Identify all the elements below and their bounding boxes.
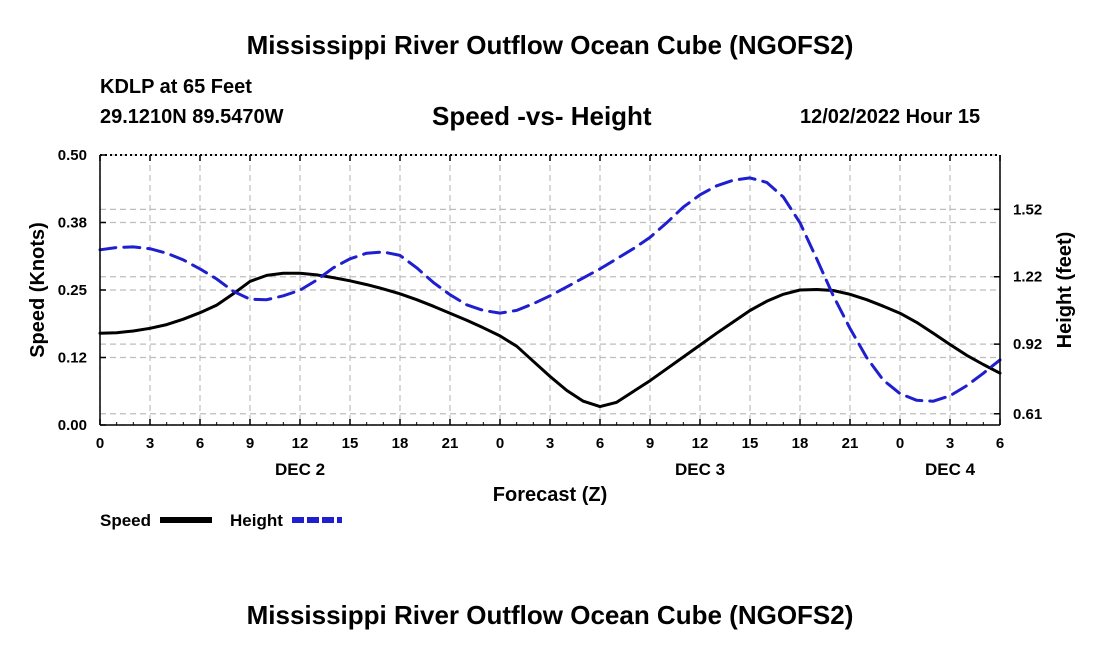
y-tick-label: 0.25: [58, 282, 87, 299]
x-tick-label: 18: [792, 435, 809, 452]
day-label: DEC 4: [925, 460, 976, 479]
series-line-speed: [98, 271, 1002, 409]
x-tick-label: 3: [946, 435, 954, 452]
x-tick-label: 6: [596, 435, 604, 452]
x-tick-label: 6: [196, 435, 204, 452]
speed-height-chart: 0 3 6 9 12 15 18 21 0 3 6 9 12 15 18 21 0 3 6 DEC 2 DEC 3 DEC…: [27, 147, 1076, 530]
x-tick-label: 9: [646, 435, 654, 452]
x-tick-label: 21: [442, 435, 459, 452]
x-tick-label: 0: [496, 435, 504, 452]
day-label: DEC 3: [675, 460, 725, 479]
legend: Speed Height: [100, 511, 342, 530]
x-tick-label: 15: [342, 435, 359, 452]
x-tick-label: 9: [246, 435, 254, 452]
y2-tick-label: 0.61: [1013, 406, 1042, 423]
y-tick-label: 0.50: [58, 147, 87, 164]
legend-label-speed: Speed: [100, 511, 151, 530]
y-tick-label: 0.00: [58, 417, 87, 434]
x-tick-label: 12: [292, 435, 309, 452]
day-label: DEC 2: [275, 460, 325, 479]
x-tick-label: 21: [842, 435, 859, 452]
x-tick-label: 3: [546, 435, 554, 452]
y2-tick-label: 1.52: [1013, 201, 1042, 218]
y-axis-title-left: Speed (Knots): [27, 222, 49, 358]
chart-datetime: 12/02/2022 Hour 15: [800, 106, 981, 128]
x-axis-title: Forecast (Z): [493, 484, 607, 506]
grid: [99, 154, 1001, 426]
x-tick-label: 12: [692, 435, 709, 452]
x-tick-label: 18: [392, 435, 409, 452]
y2-tick-label: 0.92: [1013, 336, 1042, 353]
y-tick-label: 0.38: [58, 215, 87, 232]
y2-tick-label: 1.22: [1013, 269, 1042, 286]
series-layer: [98, 176, 1002, 409]
chart-subtitle: Speed -vs- Height: [432, 101, 652, 131]
series-line-height: [98, 176, 1002, 403]
axes: 0 3 6 9 12 15 18 21 0 3 6 9 12 15 18 21 0 3 6 DEC 2 DEC 3 DEC…: [58, 147, 1042, 479]
legend-label-height: Height: [230, 511, 283, 530]
y-axis-title-right: Height (feet): [1054, 232, 1076, 349]
page-title: Mississippi River Outflow Ocean Cube (NG…: [246, 30, 854, 60]
station-label: KDLP at 65 Feet: [100, 76, 252, 98]
x-tick-label: 15: [742, 435, 759, 452]
page-title-repeat: Mississippi River Outflow Ocean Cube (NG…: [246, 600, 854, 630]
x-tick-label: 0: [96, 435, 104, 452]
x-tick-label: 3: [146, 435, 154, 452]
x-tick-label: 0: [896, 435, 904, 452]
x-tick-label: 6: [996, 435, 1004, 452]
y-tick-label: 0.12: [58, 350, 87, 367]
station-coordinates: 29.1210N 89.5470W: [100, 106, 284, 128]
